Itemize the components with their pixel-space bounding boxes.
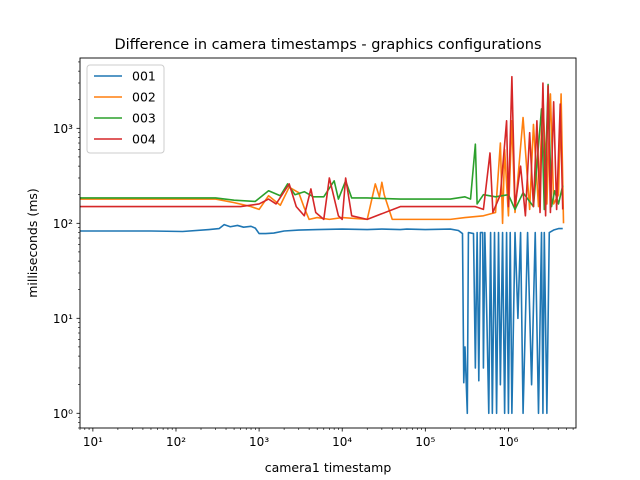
y-tick-label: 10² [53,217,73,231]
legend-label-003: 003 [132,111,156,126]
y-tick-label: 10⁰ [53,407,73,421]
chart-title: Difference in camera timestamps - graphi… [114,37,541,53]
x-tick-label: 10⁵ [415,435,435,449]
y-tick-label: 10¹ [53,312,73,326]
x-tick-label: 10¹ [83,435,103,449]
series-line-002 [80,93,565,225]
x-tick-label: 10³ [249,435,269,449]
legend: 001 002 003 004 [86,64,165,154]
y-axis: 10⁰ 10¹ 10² 10³ [53,61,80,429]
y-axis-label: milliseconds (ms) [25,188,40,298]
plot-frame [79,57,577,429]
legend-label-001: 001 [132,69,156,84]
legend-label-004: 004 [132,132,156,147]
x-tick-label: 10⁴ [332,435,352,449]
series-line-001 [80,223,563,415]
series-line-003 [80,83,564,211]
legend-label-002: 002 [132,90,156,105]
legend-box [86,64,165,154]
x-axis: 10¹ 10² 10³ 10⁴ 10⁵ 10⁶ [79,428,574,449]
plot-lines [80,75,565,415]
y-tick-label: 10³ [53,122,73,136]
x-axis-label: camera1 timestamp [265,460,392,475]
x-tick-label: 10² [166,435,186,449]
x-tick-label: 10⁶ [498,435,518,449]
series-line-004 [80,75,564,221]
